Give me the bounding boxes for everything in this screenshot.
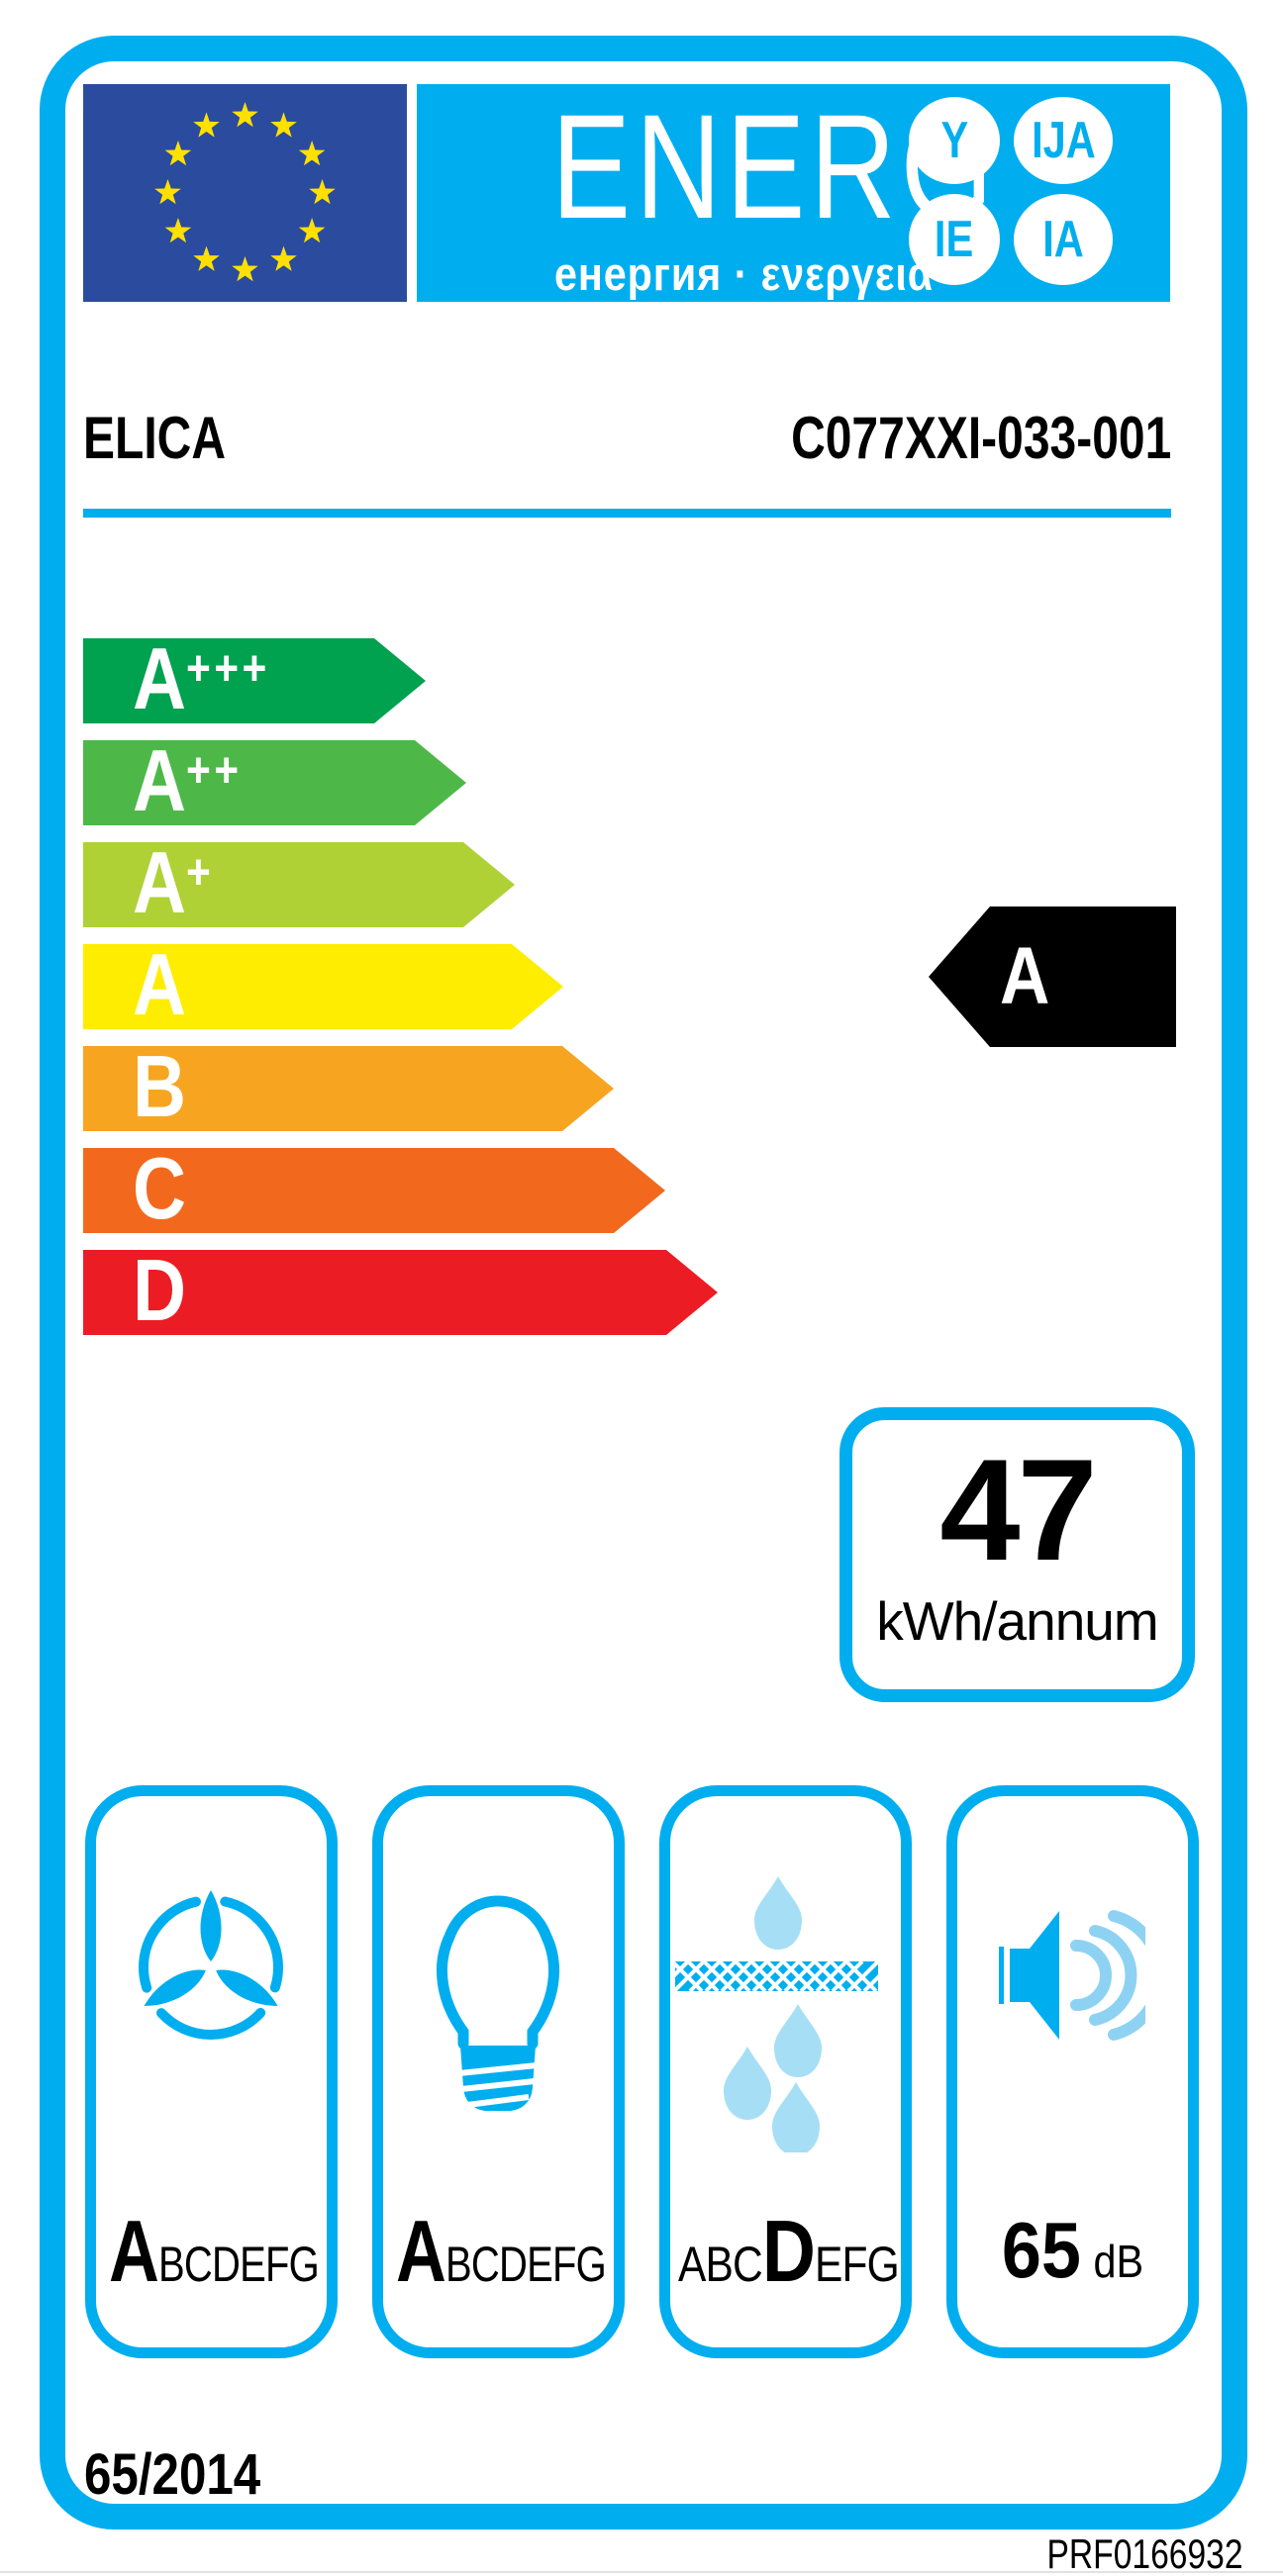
- annual-energy-box: 47 kWh/annum: [839, 1407, 1195, 1702]
- grease-filtering-class: ABCDEFG: [678, 2202, 900, 2300]
- metric-box-noise: 65 dB: [946, 1785, 1199, 2358]
- badge-ia: IA: [1014, 194, 1113, 285]
- reference-code: PRF0166932: [1046, 2530, 1243, 2576]
- scale-arrow-a-plus2: A++: [83, 740, 466, 825]
- annual-energy-unit: kWh/annum: [876, 1590, 1158, 1652]
- eu-stars-icon: [154, 102, 336, 282]
- model-number: C077XXI-033-001: [790, 405, 1171, 471]
- label-border: [40, 36, 1247, 2529]
- scale-arrow-c: C: [83, 1148, 665, 1233]
- speaker-icon: [999, 1910, 1145, 2041]
- noise-value-row: 65 dB: [1001, 2206, 1144, 2294]
- energ-subtitle: енергия · ενεργεια: [554, 247, 935, 300]
- efficiency-scale: A+++ A++ A+ A B C D: [83, 638, 718, 1352]
- rated-class-letter: A: [1000, 931, 1050, 1021]
- scale-arrow-a: A: [83, 944, 563, 1029]
- annual-energy-value: 47: [939, 1429, 1097, 1590]
- regulation-number: 65/2014: [84, 2442, 261, 2507]
- scale-arrow-a-plus3: A+++: [83, 638, 426, 723]
- metric-box-grease-filtering: ABCDEFG: [659, 1785, 912, 2358]
- fluid-dynamic-class: ABCDEFG: [109, 2202, 320, 2300]
- scale-arrow-a-plus: A+: [83, 842, 515, 927]
- brand-name: ELICA: [83, 405, 226, 471]
- bottom-edge-line: [0, 2571, 1283, 2573]
- bulb-icon: [436, 1895, 560, 2111]
- header-divider: [83, 509, 1171, 518]
- metric-box-fluid-dynamic: ABCDEFG: [85, 1785, 338, 2358]
- energ-logo: ENERG енергия · ενεργεια Y IJA IE IA: [417, 84, 1170, 302]
- rated-class-arrow: A: [929, 906, 1176, 1047]
- metric-box-lighting: ABCDEFG: [372, 1785, 625, 2358]
- badge-y: Y: [909, 97, 1000, 184]
- fan-icon: [139, 1890, 283, 2040]
- scale-arrow-b: B: [83, 1046, 614, 1131]
- lighting-class: ABCDEFG: [396, 2202, 607, 2300]
- badge-ie: IE: [909, 194, 1000, 285]
- badge-ija: IJA: [1014, 97, 1113, 184]
- grease-filter-icon: [675, 1876, 878, 2152]
- energ-language-badges: Y IJA IE IA: [909, 97, 1113, 285]
- eu-flag: [83, 84, 407, 302]
- scale-arrow-d: D: [83, 1250, 718, 1335]
